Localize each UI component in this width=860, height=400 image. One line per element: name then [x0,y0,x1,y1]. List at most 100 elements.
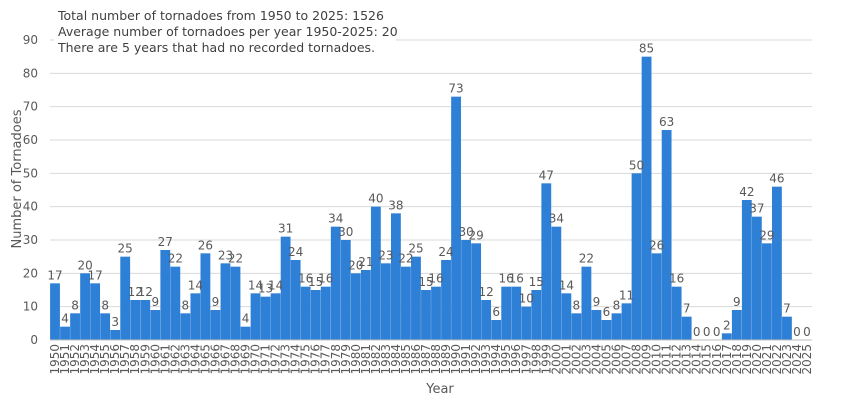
x-tick-label: 1992 [469,344,483,375]
bar-1996 [511,286,522,340]
x-tick-label: 2002 [569,344,583,375]
bar-1984 [390,213,401,340]
x-tick-label: 1952 [68,344,82,375]
data-label-1963: 8 [182,298,190,312]
y-tick-label: 90 [23,33,38,47]
x-tick-label: 1950 [48,344,62,375]
bar-2007 [621,303,632,340]
data-label-2013: 7 [683,302,691,316]
x-tick-label: 1981 [359,344,373,375]
x-tick-label: 2020 [750,344,764,375]
bar-1978 [330,226,341,340]
x-tick-label: 2018 [730,344,744,375]
x-tick-label: 2003 [579,344,593,375]
y-tick-label: 10 [23,300,38,314]
x-tick-label: 1958 [128,344,142,375]
data-label-1980: 20 [348,258,363,272]
data-label-1950: 17 [47,268,62,282]
data-label-2018: 9 [733,295,741,309]
bar-1954 [90,283,101,340]
bar-1986 [411,256,421,340]
x-tick-label: 2010 [650,344,664,375]
y-tick-label: 0 [30,333,38,347]
x-tick-label: 1995 [499,344,513,375]
bar-2021 [761,243,772,340]
data-label-2016: 0 [713,325,721,339]
data-label-2019: 42 [739,185,754,199]
data-label-1990: 73 [448,82,463,96]
x-tick-label: 2006 [609,344,623,375]
x-tick-label: 1959 [138,344,152,375]
x-axis-title: Year [425,382,454,397]
data-label-1952: 8 [71,298,79,312]
data-label-1962: 22 [168,252,183,266]
bar-1962 [170,266,181,340]
x-tick-label: 1963 [178,344,192,375]
bar-1982 [370,206,381,340]
data-label-1976: 15 [308,275,323,289]
bar-2000 [551,226,562,340]
x-tick-label: 2007 [620,344,634,375]
x-tick-label: 1983 [379,344,393,375]
bar-2010 [651,253,662,340]
x-tick-label: 2022 [770,344,784,375]
bar-1957 [120,256,131,340]
data-label-1994: 6 [492,305,500,319]
data-label-2022: 46 [769,172,784,186]
bar-2012 [671,286,682,340]
x-tick-label: 2013 [680,344,694,375]
data-label-2023: 7 [783,302,791,316]
bar-1990 [451,96,461,341]
bar-1989 [441,260,451,340]
data-label-2011: 63 [659,115,674,129]
data-label-2010: 26 [649,238,664,252]
data-label-1987: 15 [418,275,433,289]
x-tick-label: 2023 [780,344,794,375]
bar-1952 [70,313,80,340]
x-tick-label: 2025 [800,344,814,375]
y-tick-label: 80 [23,66,38,80]
data-label-1972: 14 [268,278,283,292]
x-tick-label: 1978 [329,344,343,375]
data-label-2003: 22 [579,252,594,266]
data-label-2001: 14 [559,278,574,292]
data-label-2005: 6 [603,305,611,319]
bar-2001 [561,293,572,340]
x-tick-label: 1993 [479,344,493,375]
data-label-1956: 3 [111,315,119,329]
x-tick-label: 2024 [790,344,804,375]
data-label-1991: 30 [458,225,473,239]
x-tick-label: 2008 [630,344,644,375]
data-label-1989: 24 [438,245,453,259]
bar-1997 [521,306,532,340]
data-label-1975: 16 [298,272,313,286]
x-tick-label: 1990 [449,344,463,375]
bar-1970 [250,293,261,340]
x-tick-label: 1967 [218,344,232,375]
x-tick-label: 1969 [239,344,253,375]
bar-1987 [421,290,431,340]
x-tick-label: 2011 [660,344,674,375]
data-label-1973: 31 [278,222,293,236]
data-label-2007: 11 [619,288,634,302]
x-tick-label: 2016 [710,344,724,375]
data-label-1959: 12 [138,285,153,299]
x-tick-label: 2019 [740,344,754,375]
bar-1958 [130,300,141,340]
data-label-2017: 2 [723,318,731,332]
data-label-2020: 37 [749,202,764,216]
x-tick-label: 1973 [279,344,293,375]
summary-notes: Total number of tornadoes from 1950 to 2… [54,6,398,58]
bars [50,56,792,341]
data-label-1964: 14 [188,278,203,292]
bar-1972 [270,293,281,340]
bar-1992 [471,243,482,340]
bar-1966 [210,310,221,340]
bar-1964 [190,293,201,340]
data-label-1979: 30 [338,225,353,239]
y-axis-title: Number of Tornadoes [10,109,25,248]
bar-2023 [782,316,792,340]
bar-1971 [260,296,271,340]
bar-1985 [401,266,411,340]
x-tick-label: 1964 [188,344,202,375]
